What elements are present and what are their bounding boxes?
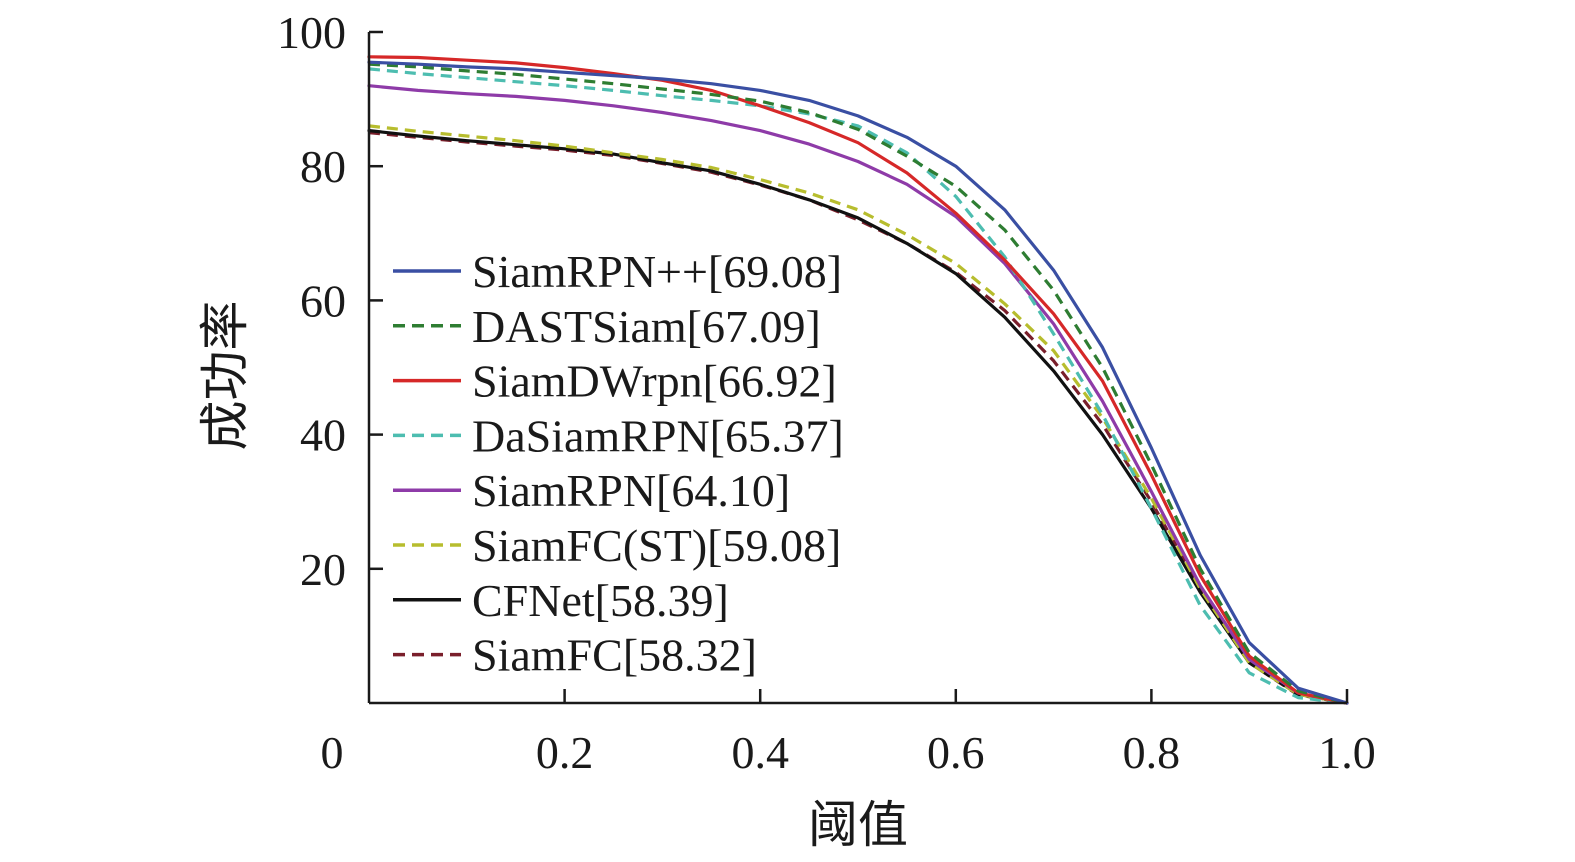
x-tick-label: 0 [321, 727, 344, 778]
axes [367, 32, 1347, 705]
legend-label-7: CFNet[58.39] [472, 575, 729, 626]
series-line-6 [368, 124, 1348, 705]
x-tick-label: 0.8 [1123, 727, 1181, 778]
legend-label-3: SiamDWrpn[66.92] [472, 356, 837, 407]
x-tick-label: 0.4 [731, 727, 789, 778]
legend-label-2: DASTSiam[67.09] [472, 301, 821, 352]
legend-label-6: SiamFC(ST)[59.08] [472, 520, 841, 571]
legend-label-5: SiamRPN[64.10] [472, 465, 790, 516]
ticks: 0 0.2 0.4 0.6 0.8 1.0 20 40 60 80 100 [277, 7, 1376, 778]
y-tick-label: 80 [300, 141, 346, 192]
y-tick-label: 60 [300, 275, 346, 326]
x-axis-title: 阈值 [808, 797, 908, 853]
x-tick-label: 0.6 [927, 727, 985, 778]
series-line-2 [368, 62, 1348, 705]
x-tick-label: 0.2 [536, 727, 594, 778]
y-axis-title: 成功率 [197, 301, 253, 451]
plot-area [367, 55, 1349, 705]
legend-label-1: SiamRPN++[69.08] [472, 246, 842, 297]
y-tick-label: 40 [300, 410, 346, 461]
series-line-4 [368, 67, 1348, 705]
x-tick-label: 1.0 [1318, 727, 1376, 778]
series-line-3 [367, 55, 1349, 705]
y-tick-label: 100 [277, 7, 346, 58]
legend-label-4: DaSiamRPN[65.37] [472, 410, 844, 461]
legend: SiamRPN++[69.08]DASTSiam[67.09]SiamDWrpn… [393, 246, 844, 681]
series-line-5 [367, 84, 1349, 705]
series-line-7 [367, 129, 1349, 705]
y-tick-label: 20 [300, 544, 346, 595]
series-line-1 [367, 60, 1349, 705]
legend-label-8: SiamFC[58.32] [472, 630, 757, 681]
